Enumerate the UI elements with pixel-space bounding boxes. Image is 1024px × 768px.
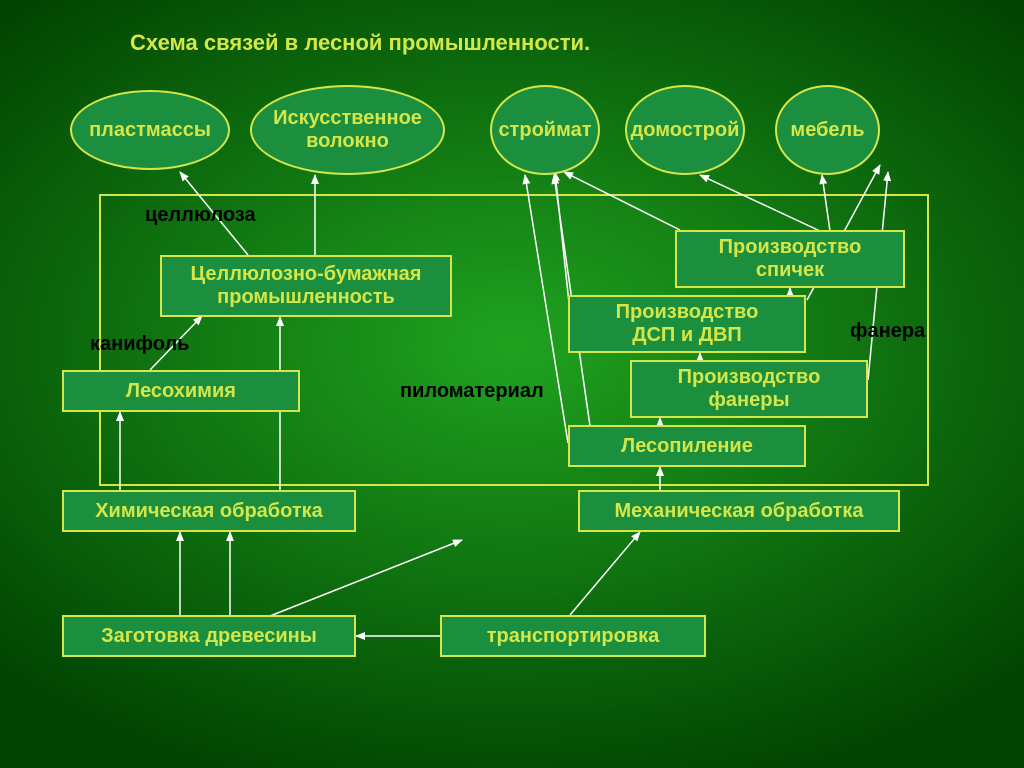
node-cbp: Целлюлозно-бумажнаяпромышленность (160, 255, 452, 317)
node-lesopil: Лесопиление (568, 425, 806, 467)
node-domostroy: домострой (625, 85, 745, 175)
node-zagotovka: Заготовка древесины (62, 615, 356, 657)
node-dsp: ПроизводствоДСП и ДВП (568, 295, 806, 353)
flow-arrow (570, 532, 640, 615)
node-fanery: Производствофанеры (630, 360, 868, 418)
node-stroymat: строймат (490, 85, 600, 175)
node-mehobr: Механическая обработка (578, 490, 900, 532)
annotation-kanifol: канифоль (90, 333, 189, 356)
diagram-title: Схема связей в лесной промышленности. (130, 30, 590, 56)
annotation-pilomaterial: пиломатериал (400, 380, 544, 403)
node-volokno: Искусственноеволокно (250, 85, 445, 175)
diagram-stage: Схема связей в лесной промышленности. пл… (0, 0, 1024, 768)
flow-arrow (822, 175, 830, 231)
flow-arrow (555, 172, 569, 303)
node-himobr: Химическая обработка (62, 490, 356, 532)
node-lesohim: Лесохимия (62, 370, 300, 412)
flow-arrow (700, 175, 820, 231)
node-plastmassy: пластмассы (70, 90, 230, 170)
annotation-fanera: фанера (850, 320, 925, 343)
node-transport: транспортировка (440, 615, 706, 657)
node-spichki: Производствоспичек (675, 230, 905, 288)
flow-arrow (564, 172, 680, 230)
annotation-cellyuloza: целлюлоза (145, 204, 256, 227)
node-mebel: мебель (775, 85, 880, 175)
flow-arrow (270, 540, 462, 616)
